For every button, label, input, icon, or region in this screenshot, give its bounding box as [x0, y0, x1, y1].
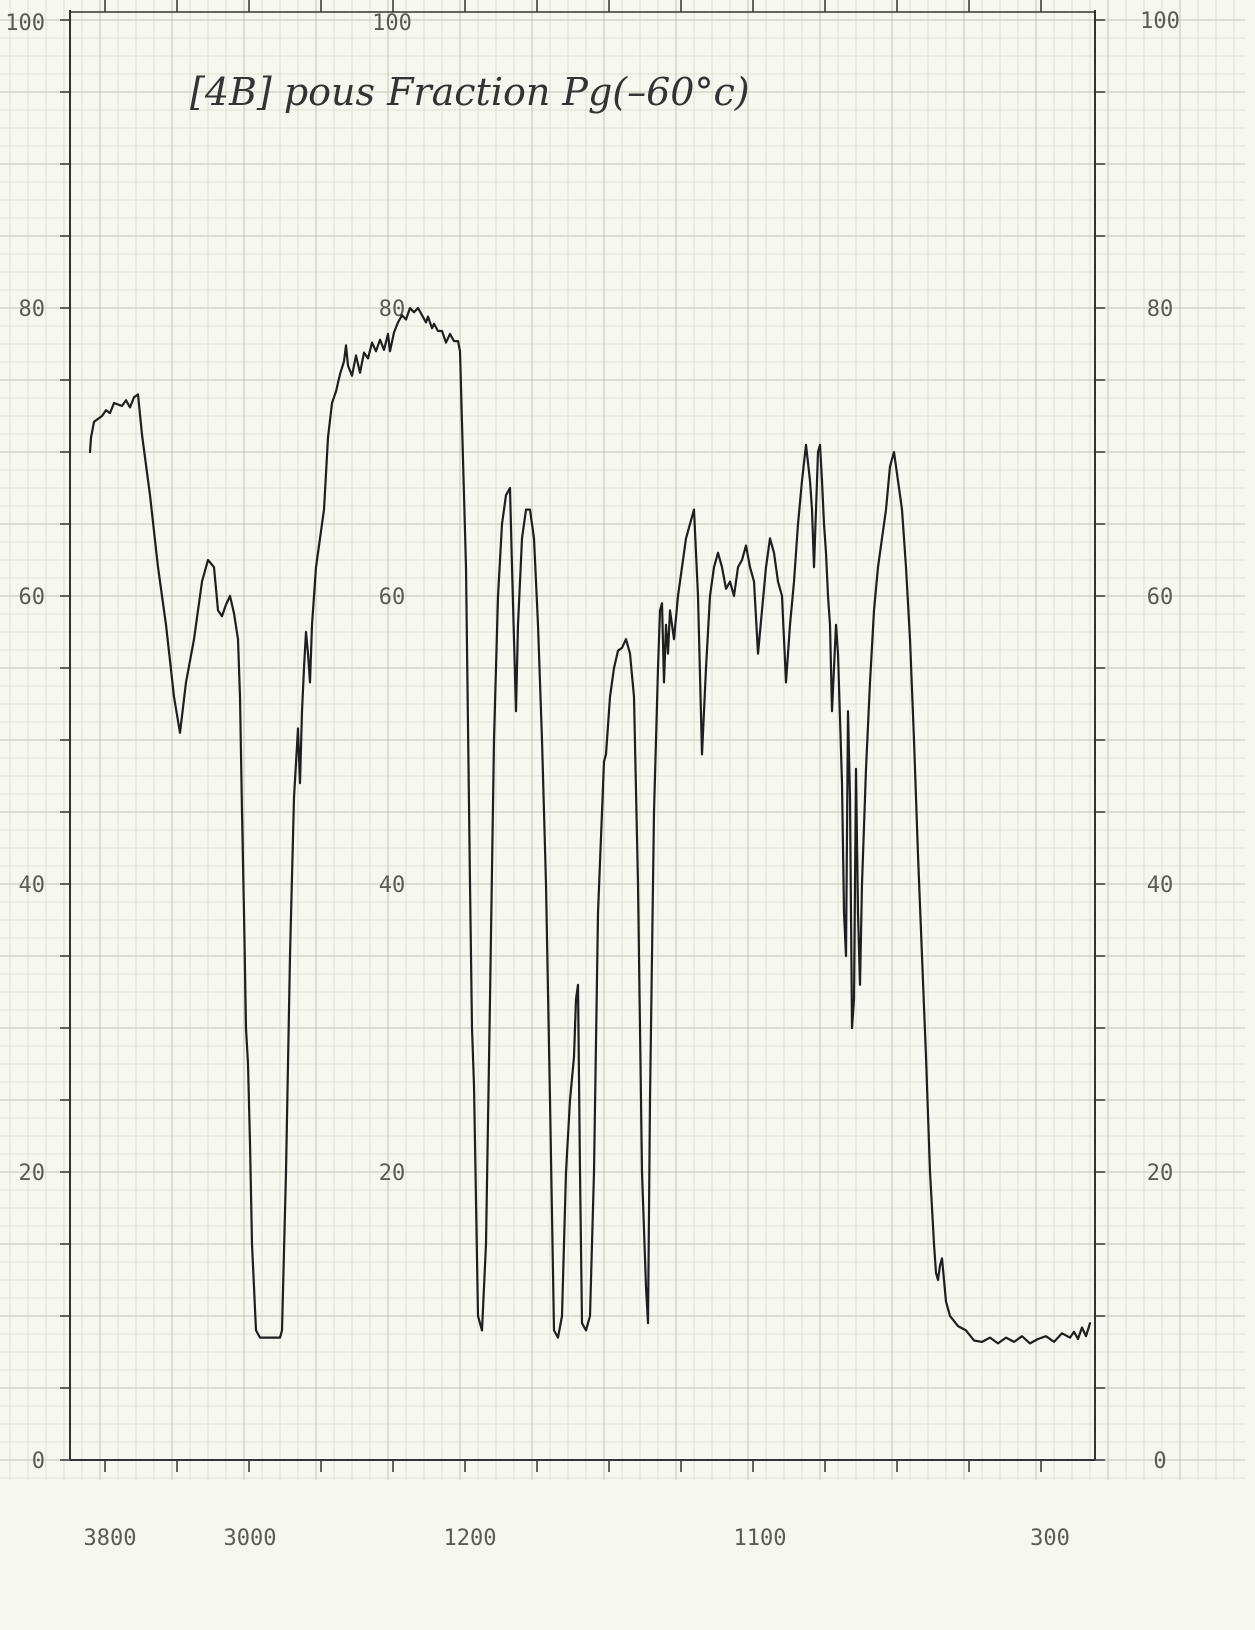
y-tick-label-right: 0 [1153, 1449, 1166, 1474]
chart-title: [4B] pous Fraction Pg(–60°c) [190, 70, 750, 114]
x-tick-label: 1100 [734, 1526, 787, 1551]
chart-axes [69, 10, 1096, 1461]
x-tick-label: 3800 [84, 1526, 137, 1551]
y-tick-label-right: 60 [1147, 585, 1174, 610]
y-tick-label-left: 100 [5, 11, 45, 36]
y-tick-label-right: 80 [1147, 297, 1174, 322]
y-tick-label-left: 60 [19, 585, 46, 610]
y-tick-label-left: 40 [19, 873, 46, 898]
axis-ticks [60, 0, 1105, 1472]
y-tick-label-middle: 100 [372, 11, 412, 36]
y-tick-label-left: 20 [19, 1161, 46, 1186]
series-group [88, 306, 1092, 1345]
y-tick-label-middle: 60 [379, 585, 406, 610]
y-tick-label-right: 40 [1147, 873, 1174, 898]
y-tick-label-left: 80 [19, 297, 46, 322]
series-line-0 [88, 306, 1092, 1345]
x-tick-label: 300 [1030, 1526, 1070, 1551]
y-tick-label-right: 20 [1147, 1161, 1174, 1186]
x-tick-label: 3000 [224, 1526, 277, 1551]
y-tick-label-left: 0 [32, 1449, 45, 1474]
y-tick-label-middle: 20 [379, 1161, 406, 1186]
x-tick-label: 1200 [444, 1526, 497, 1551]
y-tick-label-middle: 40 [379, 873, 406, 898]
y-tick-label-right: 100 [1140, 9, 1180, 34]
